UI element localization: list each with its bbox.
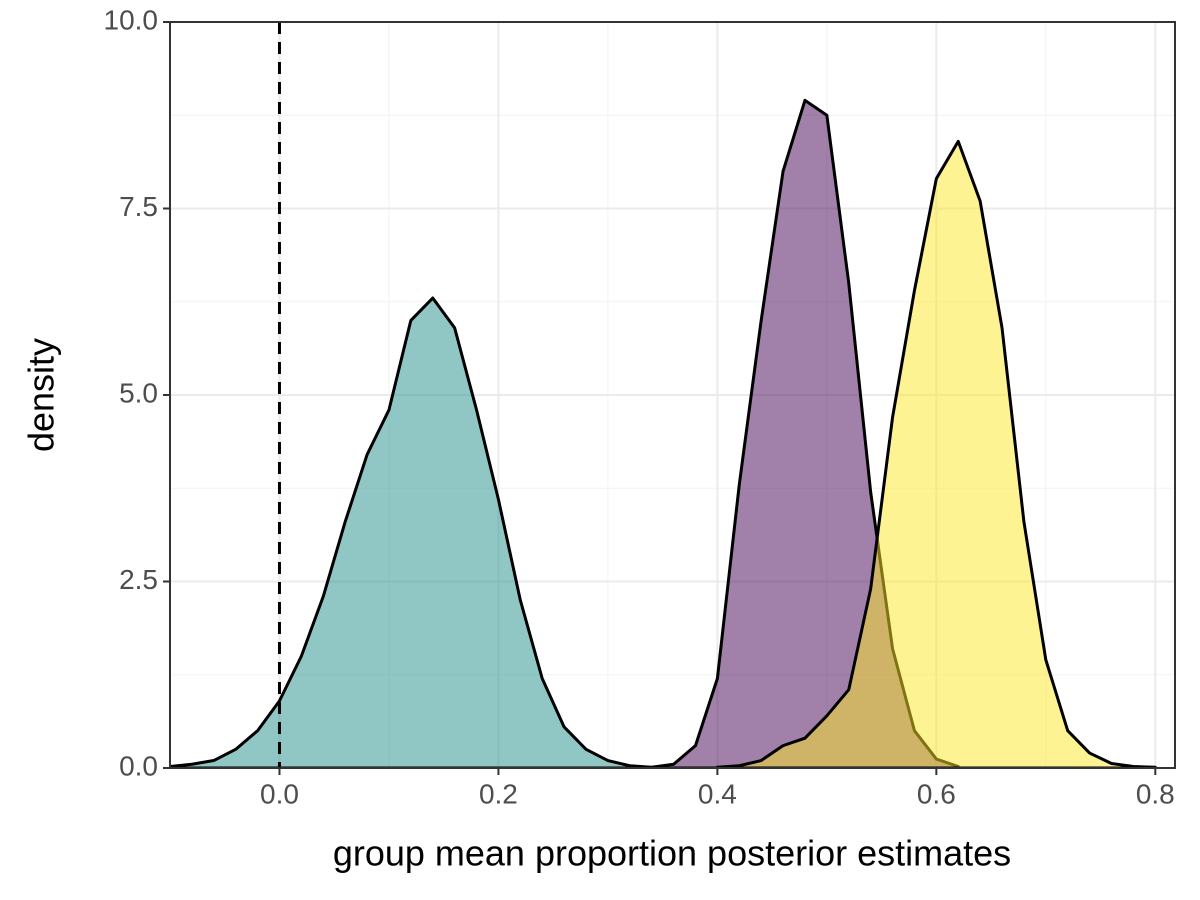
y-tick-label: 5.0	[119, 377, 158, 408]
x-tick-label: 0.6	[917, 778, 956, 809]
x-tick-label: 0.4	[698, 778, 737, 809]
y-tick-label: 10.0	[104, 4, 159, 35]
y-tick-label: 2.5	[119, 564, 158, 595]
x-tick-label: 0.8	[1136, 778, 1175, 809]
density-area	[170, 296, 654, 768]
axes: 0.0 0.2 0.4 0.6 0.8 0.0 2.5 5.0 7.5 10.0	[104, 4, 1175, 809]
x-axis-title: group mean proportion posterior estimate…	[333, 833, 1011, 874]
y-axis-title: density	[21, 338, 62, 452]
y-tick-label: 7.5	[119, 191, 158, 222]
x-tick-label: 0.2	[479, 778, 518, 809]
x-tick-label: 0.0	[260, 778, 299, 809]
plot-area	[170, 22, 1157, 768]
y-tick-label: 0.0	[119, 750, 158, 781]
density-area	[715, 139, 1157, 768]
